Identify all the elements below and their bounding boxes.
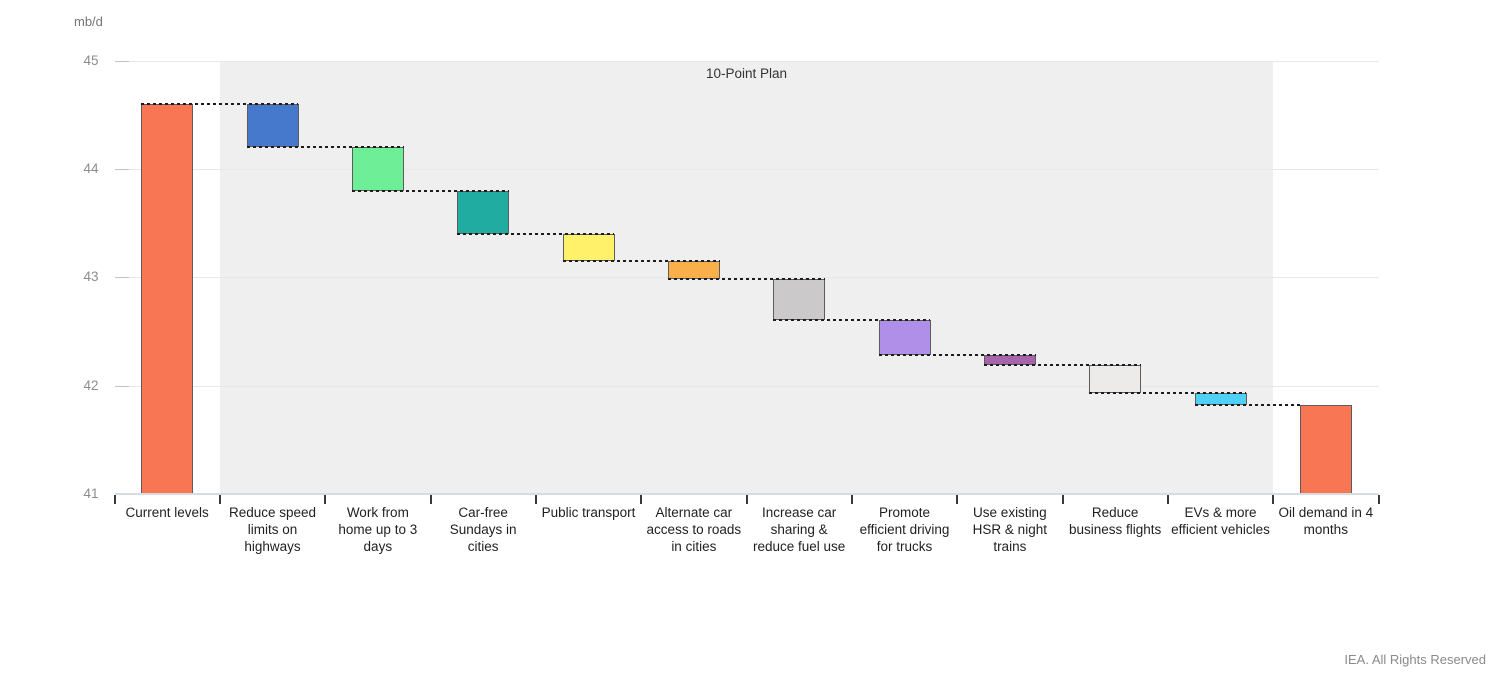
step-connector: [457, 232, 615, 235]
x-tick: [324, 495, 327, 504]
x-category-label-car-free-sundays-in-cities: Car-free Sundays in cities: [449, 505, 517, 554]
x-category-label-public-transport: Public transport: [541, 505, 636, 520]
step-connector: [667, 278, 826, 281]
step-connector: [141, 102, 299, 105]
waterfall-bar-car-free-sundays-in-cities[interactable]: [457, 190, 510, 234]
band-title: 10-Point Plan: [705, 65, 788, 81]
waterfall-bar-increase-car-sharing-reduce-fuel-use[interactable]: [773, 279, 826, 320]
x-category-label-current-levels: Current levels: [125, 505, 209, 520]
y-tick-label: 44: [83, 160, 99, 176]
x-tick: [956, 495, 959, 504]
y-gridline: [128, 385, 1379, 387]
waterfall-bar-alternate-car-access-to-roads-in-cities[interactable]: [667, 260, 720, 280]
step-connector: [983, 364, 1142, 367]
x-category-label-reduce-speed-limits-on-highways: Reduce speed limits on highways: [228, 505, 317, 554]
step-connector: [1089, 392, 1247, 395]
y-gridline-tick: [114, 385, 129, 387]
x-category-label-increase-car-sharing-reduce-fuel-use: Increase car sharing & reduce fuel use: [753, 505, 846, 554]
footer-credit: IEA. All Rights Reserved: [1344, 652, 1486, 667]
x-tick: [429, 495, 432, 504]
x-category-label-evs-more-efficient-vehicles: EVs & more efficient vehicles: [1171, 505, 1270, 537]
waterfall-bar-current-levels[interactable]: [141, 103, 194, 494]
y-tick-label: 42: [83, 377, 99, 393]
x-tick: [640, 495, 643, 504]
y-axis-unit-label: mb/d: [74, 14, 103, 29]
waterfall-bar-reduce-business-flights[interactable]: [1089, 365, 1142, 394]
x-category-label-promote-efficient-driving-for-trucks: Promote efficient driving for trucks: [859, 505, 950, 554]
x-category-label-use-existing-hsr-night-trains: Use existing HSR & night trains: [972, 505, 1047, 554]
y-gridline: [128, 60, 1379, 62]
step-connector: [878, 354, 1036, 357]
x-tick: [745, 495, 748, 504]
waterfall-bar-public-transport[interactable]: [562, 233, 615, 261]
y-gridline-tick: [114, 277, 129, 279]
step-connector: [246, 146, 404, 149]
step-connector: [562, 259, 720, 262]
y-tick-label: 43: [83, 269, 99, 285]
waterfall-bar-promote-efficient-driving-for-trucks[interactable]: [878, 319, 931, 356]
x-category-label-work-from-home-up-to-3-days: Work from home up to 3 days: [338, 505, 418, 554]
waterfall-bar-reduce-speed-limits-on-highways[interactable]: [246, 103, 299, 148]
y-tick-label: 41: [83, 486, 99, 501]
x-category-label-alternate-car-access-to-roads-in-cities: Alternate car access to roads in cities: [646, 505, 742, 554]
y-gridline: [128, 277, 1379, 279]
y-gridline-tick: [114, 60, 129, 62]
x-category-label-reduce-business-flights: Reduce business flights: [1069, 505, 1162, 537]
y-gridline-tick: [114, 168, 129, 170]
waterfall-bar-oil-demand-in-4-months[interactable]: [1299, 405, 1352, 494]
y-tick-label: 45: [83, 52, 99, 68]
step-connector: [773, 318, 931, 321]
x-axis-line: [114, 493, 1379, 495]
waterfall-bar-work-from-home-up-to-3-days[interactable]: [351, 147, 404, 191]
x-tick: [218, 495, 221, 504]
step-connector: [1194, 404, 1300, 407]
x-tick: [113, 495, 116, 504]
y-gridline: [128, 168, 1379, 170]
x-tick: [1061, 495, 1064, 504]
x-tick: [1272, 495, 1275, 504]
x-tick: [1377, 495, 1380, 504]
x-category-label-oil-demand-in-4-months: Oil demand in 4 months: [1278, 505, 1374, 537]
x-tick: [850, 495, 853, 504]
x-tick: [1166, 495, 1169, 504]
x-tick: [534, 495, 537, 504]
step-connector: [351, 189, 510, 192]
